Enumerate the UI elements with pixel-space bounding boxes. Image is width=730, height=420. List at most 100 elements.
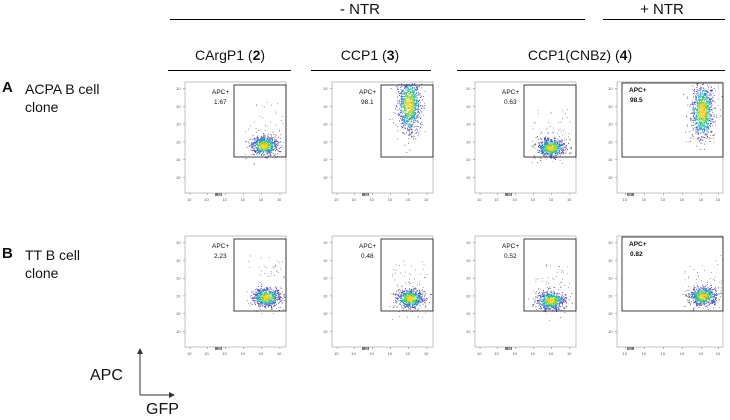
event-dot [267, 298, 269, 300]
event-dot [400, 296, 402, 298]
event-dot [413, 296, 415, 298]
event-dot [699, 114, 700, 116]
event-dot [536, 137, 538, 139]
event-dot [415, 109, 416, 111]
event-dot [405, 304, 407, 305]
event-dot [403, 291, 405, 292]
event-dot [264, 302, 266, 304]
event-dot [411, 294, 413, 296]
event-dot [250, 304, 252, 306]
event-dot [402, 294, 404, 296]
event-dot [406, 105, 408, 107]
event-dot [274, 144, 276, 145]
event-dot [709, 113, 710, 115]
event-dot [258, 141, 260, 143]
event-dot [692, 85, 694, 87]
event-dot [270, 297, 272, 298]
event-dot [408, 304, 410, 306]
event-dot [701, 100, 703, 102]
event-dot [705, 109, 707, 111]
event-dot [691, 125, 693, 127]
event-dot [255, 152, 256, 153]
event-dot [540, 160, 542, 161]
event-dot [265, 147, 267, 148]
x-tick-label: 10 [187, 351, 192, 356]
event-dot [411, 299, 413, 301]
event-dot [253, 141, 255, 143]
event-dot [409, 306, 411, 307]
event-dot [408, 273, 410, 275]
event-dot [412, 304, 414, 306]
event-dot [264, 292, 266, 294]
event-dot [408, 107, 410, 108]
event-dot [256, 105, 257, 106]
event-dot [275, 290, 277, 292]
event-dot [266, 299, 268, 301]
event-dot [266, 267, 267, 268]
event-dot [257, 145, 258, 146]
event-dot [267, 295, 269, 297]
event-dot [702, 115, 704, 117]
event-dot [413, 118, 415, 120]
event-dot [262, 297, 263, 298]
event-dot [409, 101, 411, 103]
event-dot [404, 85, 406, 86]
event-dot [705, 117, 707, 118]
event-dot [411, 102, 412, 104]
event-dot [565, 147, 567, 148]
event-dot [551, 149, 552, 151]
event-dot [421, 108, 423, 110]
event-dot [702, 136, 704, 138]
event-dot [701, 87, 703, 88]
event-dot [271, 142, 273, 144]
event-dot [704, 148, 706, 150]
event-dot [267, 299, 269, 301]
event-dot [560, 145, 562, 147]
event-dot [555, 153, 556, 154]
event-dot [701, 95, 703, 97]
event-dot [266, 287, 268, 288]
event-dot [248, 261, 250, 262]
event-dot [268, 149, 270, 151]
event-dot [402, 125, 404, 127]
event-dot [701, 122, 703, 123]
event-dot [408, 103, 410, 105]
event-dot [554, 143, 556, 145]
event-dot [271, 309, 273, 310]
event-dot [259, 145, 261, 147]
event-dot [267, 293, 269, 295]
event-dot [403, 119, 405, 121]
event-dot [700, 108, 701, 110]
event-dot [263, 143, 265, 145]
gate-rectangle [380, 84, 434, 158]
event-dot [408, 105, 409, 107]
event-dot [406, 91, 408, 93]
event-dot [404, 296, 405, 298]
event-dot [411, 85, 413, 86]
event-dot [701, 115, 703, 117]
event-dot [410, 128, 412, 130]
event-dot [423, 291, 425, 292]
event-dot [709, 99, 710, 101]
event-dot [268, 288, 270, 290]
event-dot [708, 87, 710, 89]
event-dot [549, 148, 551, 150]
event-dot [421, 296, 422, 298]
event-dot [699, 105, 700, 107]
event-dot [541, 147, 543, 149]
row-letter-b: B [2, 245, 13, 262]
event-dot [260, 141, 261, 143]
event-dot [262, 146, 264, 148]
event-dot [264, 289, 266, 291]
event-dot [265, 297, 266, 299]
event-dot [556, 152, 557, 154]
event-dot [419, 294, 421, 296]
event-dot [418, 296, 419, 298]
event-dot [418, 94, 420, 96]
event-dot [400, 97, 402, 99]
event-dot [275, 295, 277, 296]
event-dot [561, 144, 563, 146]
event-dot [535, 122, 536, 124]
event-dot [267, 287, 268, 289]
event-dot [705, 113, 707, 115]
